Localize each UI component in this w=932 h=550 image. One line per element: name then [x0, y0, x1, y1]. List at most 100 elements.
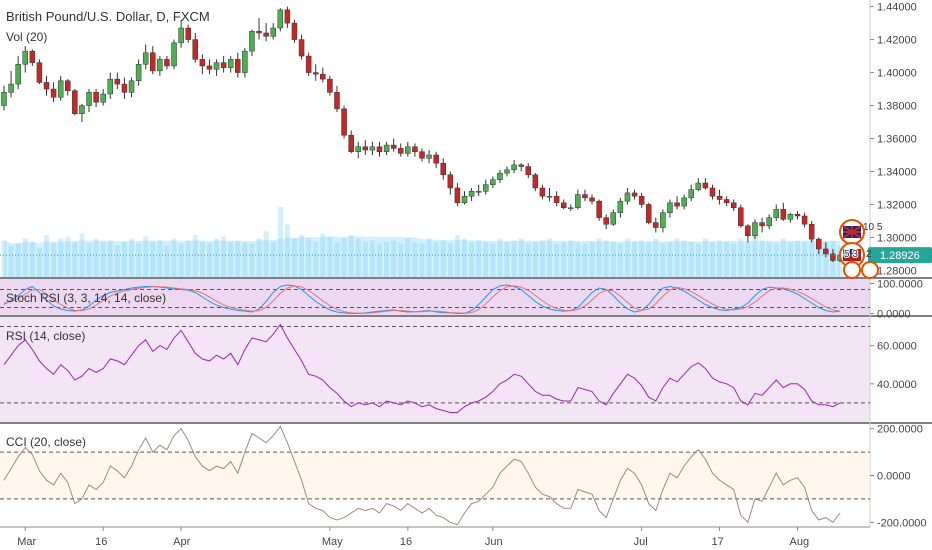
event-icons[interactable]: 10 5 5 3 2 — [839, 219, 883, 279]
candle-body — [426, 154, 432, 159]
volume-bar — [539, 240, 545, 277]
candle-body — [93, 92, 99, 103]
date-tick-label: Mar — [17, 536, 36, 548]
volume-bar — [575, 242, 581, 277]
stoch-tick-label: 100.0000 — [877, 279, 923, 291]
candle-body — [277, 9, 284, 29]
candle-body — [355, 146, 361, 152]
volume-ma-area — [4, 236, 840, 277]
candle-body — [624, 192, 631, 202]
volume-bar — [603, 240, 609, 277]
candle-body — [582, 194, 588, 199]
volume-bar — [433, 242, 439, 277]
candle-body — [390, 144, 397, 149]
volume-bar — [738, 238, 744, 277]
candle-body — [376, 146, 383, 152]
volume-bar — [653, 238, 659, 277]
volume-bar — [483, 242, 489, 277]
volume-bar — [15, 243, 21, 277]
candle-body — [305, 55, 312, 73]
volume-bar — [745, 242, 751, 277]
volume-bar — [447, 243, 453, 277]
volume-bar — [1, 240, 7, 277]
candle-body — [617, 200, 624, 213]
date-axis: Mar 16 Apr May 16 Jun Jul 17 Aug — [0, 526, 870, 548]
volume-bar — [617, 243, 623, 277]
candle-body — [546, 195, 553, 198]
candle-body — [121, 83, 128, 93]
date-tick-label: Jul — [634, 536, 648, 548]
candle-body — [674, 202, 680, 207]
volume-bar — [688, 242, 694, 277]
price-tick-label: 1.30000 — [877, 232, 917, 244]
volume-bar — [497, 238, 503, 277]
candle-body — [532, 174, 539, 189]
volume-bar — [589, 242, 595, 277]
cci-label: CCI (20, close) — [6, 435, 86, 449]
candle-body — [830, 253, 836, 261]
candle-body — [65, 80, 71, 91]
volume-bar — [490, 243, 496, 277]
date-tick-label: Apr — [173, 536, 190, 548]
us-flag-icon-3[interactable] — [861, 261, 879, 279]
volume-bar — [660, 243, 666, 277]
candle-body — [263, 32, 269, 37]
cci-band-fill — [0, 452, 870, 499]
volume-bar — [136, 243, 142, 277]
volume-bar — [284, 224, 290, 277]
volume-bar — [624, 238, 630, 277]
event-count-top: 10 5 — [863, 222, 883, 233]
candle-body — [220, 62, 227, 68]
candle-body — [36, 62, 43, 83]
event-count-right: 2 — [866, 249, 872, 260]
date-tick-label: Aug — [789, 536, 809, 548]
candle-body — [135, 64, 142, 82]
candle-body — [320, 73, 326, 80]
volume-bar — [412, 242, 418, 277]
candle-body — [759, 222, 765, 227]
us-flag-icon-2[interactable] — [843, 261, 861, 279]
candle-body — [72, 90, 78, 115]
candle-body — [766, 217, 772, 227]
volume-bar — [731, 243, 737, 277]
candle-body — [723, 199, 730, 204]
candle-body — [348, 134, 354, 152]
volume-bar — [532, 242, 538, 277]
volume-bar — [214, 238, 220, 277]
volume-bar — [667, 242, 673, 277]
candle-body — [362, 146, 369, 151]
candle-body — [334, 92, 340, 110]
indicator-lines — [0, 284, 870, 526]
volume-bar — [29, 242, 35, 277]
candle-body — [575, 194, 581, 209]
candle-body — [568, 207, 574, 209]
candle-body — [341, 108, 347, 136]
volume-bar — [100, 242, 106, 277]
candle-body — [1, 92, 7, 106]
volume-bar — [51, 243, 57, 277]
uk-flag-cross-icon — [842, 225, 862, 239]
candle-body — [589, 197, 595, 202]
volume-bar — [8, 245, 14, 277]
candle-body — [645, 204, 652, 223]
volume-bar — [199, 242, 205, 277]
candle-body — [383, 144, 390, 152]
candle-body — [483, 184, 489, 192]
volume-bar — [362, 242, 368, 277]
candle-body — [667, 202, 673, 213]
price-tick-label: 1.38000 — [877, 101, 917, 113]
date-tick-label: 16 — [95, 536, 107, 548]
volume-bar — [469, 242, 475, 277]
rsi-tick-label: 60.0000 — [877, 341, 917, 353]
volume-bar — [632, 242, 638, 277]
candle-body — [454, 187, 461, 204]
volume-bar — [511, 240, 517, 277]
volume-bar — [568, 240, 574, 277]
candle-body — [518, 164, 524, 167]
candle-body — [29, 50, 36, 63]
volume-bar — [695, 243, 701, 277]
candle-body — [242, 50, 248, 73]
candle-body — [638, 195, 645, 205]
volume-bar — [398, 243, 404, 277]
volume-bar — [554, 243, 560, 277]
